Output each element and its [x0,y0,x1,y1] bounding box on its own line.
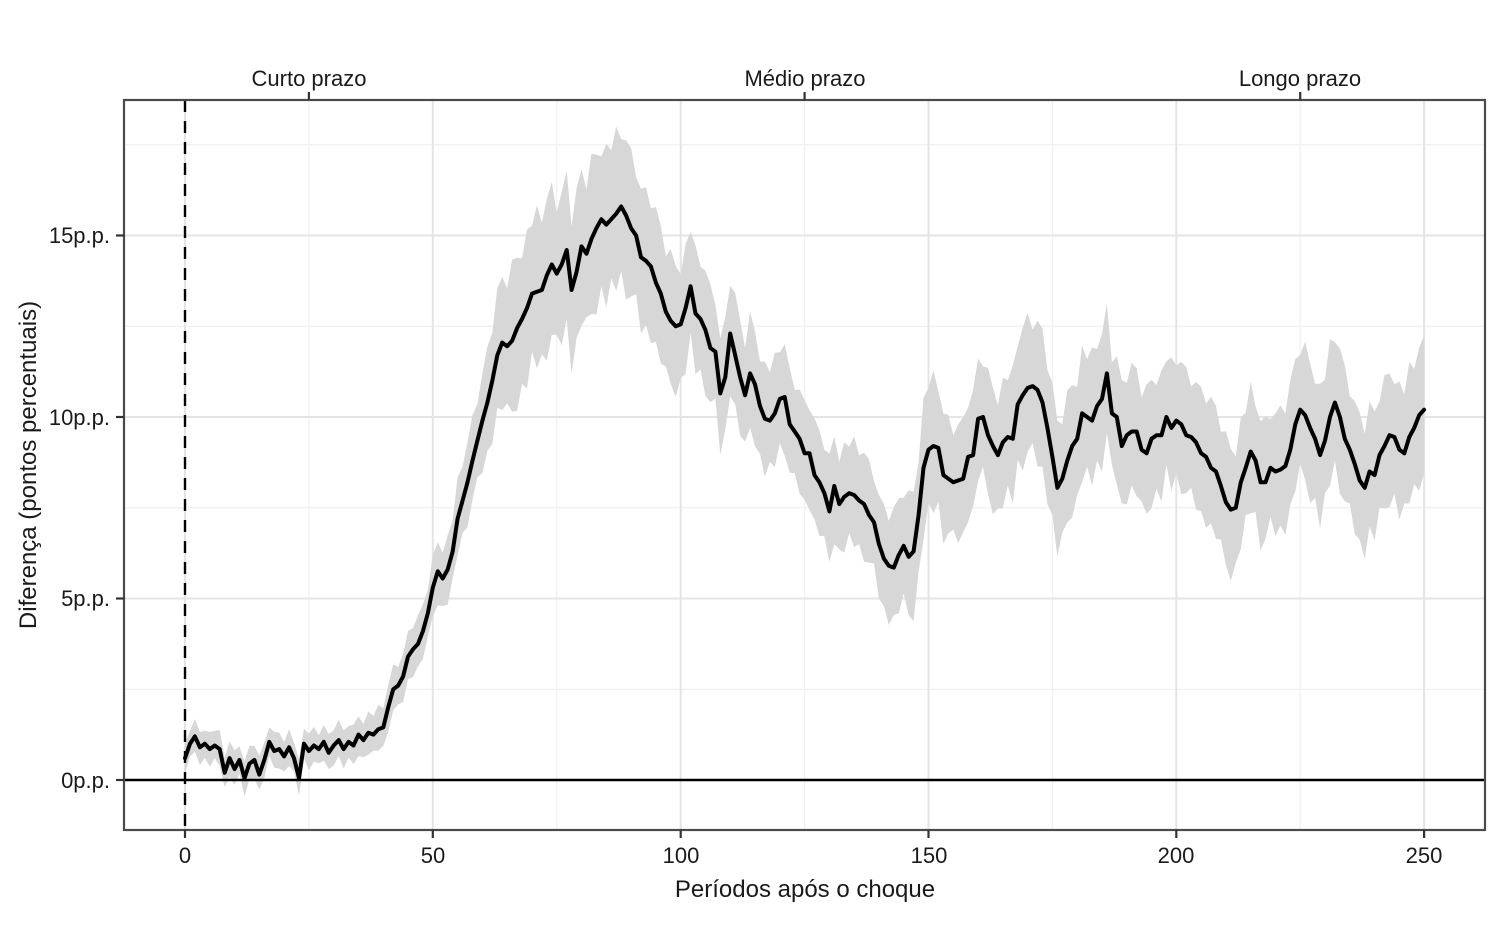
x-tick-label-250: 250 [1406,843,1443,868]
y-axis-title: Diferença (pontos percentuais) [15,301,42,629]
confidence-band [185,126,1425,797]
x-tick-label-50: 50 [421,843,445,868]
y-tick-label-0: 0p.p. [61,768,110,793]
series-layer [183,204,1427,781]
impulse-response-line [183,204,1427,781]
top-axis-label-longo-prazo: Longo prazo [1239,66,1361,91]
axis-ticks [116,92,1426,838]
top-axis-label-medio-prazo: Médio prazo [744,66,865,91]
top-axis-label-curto-prazo: Curto prazo [252,66,367,91]
y-tick-label-5: 5p.p. [61,586,110,611]
x-axis-title: Períodos após o choque [675,876,935,903]
x-tick-label-0: 0 [179,843,191,868]
y-tick-label-15: 15p.p. [49,223,110,248]
reference-lines-layer [124,100,1485,830]
confidence-band-layer [185,126,1425,797]
x-tick-label-150: 150 [911,843,948,868]
x-tick-label-100: 100 [663,843,700,868]
axis-labels: Curto prazo Médio prazo Longo prazo 0 50… [15,66,1442,903]
y-tick-label-10: 10p.p. [49,405,110,430]
x-tick-label-200: 200 [1158,843,1195,868]
